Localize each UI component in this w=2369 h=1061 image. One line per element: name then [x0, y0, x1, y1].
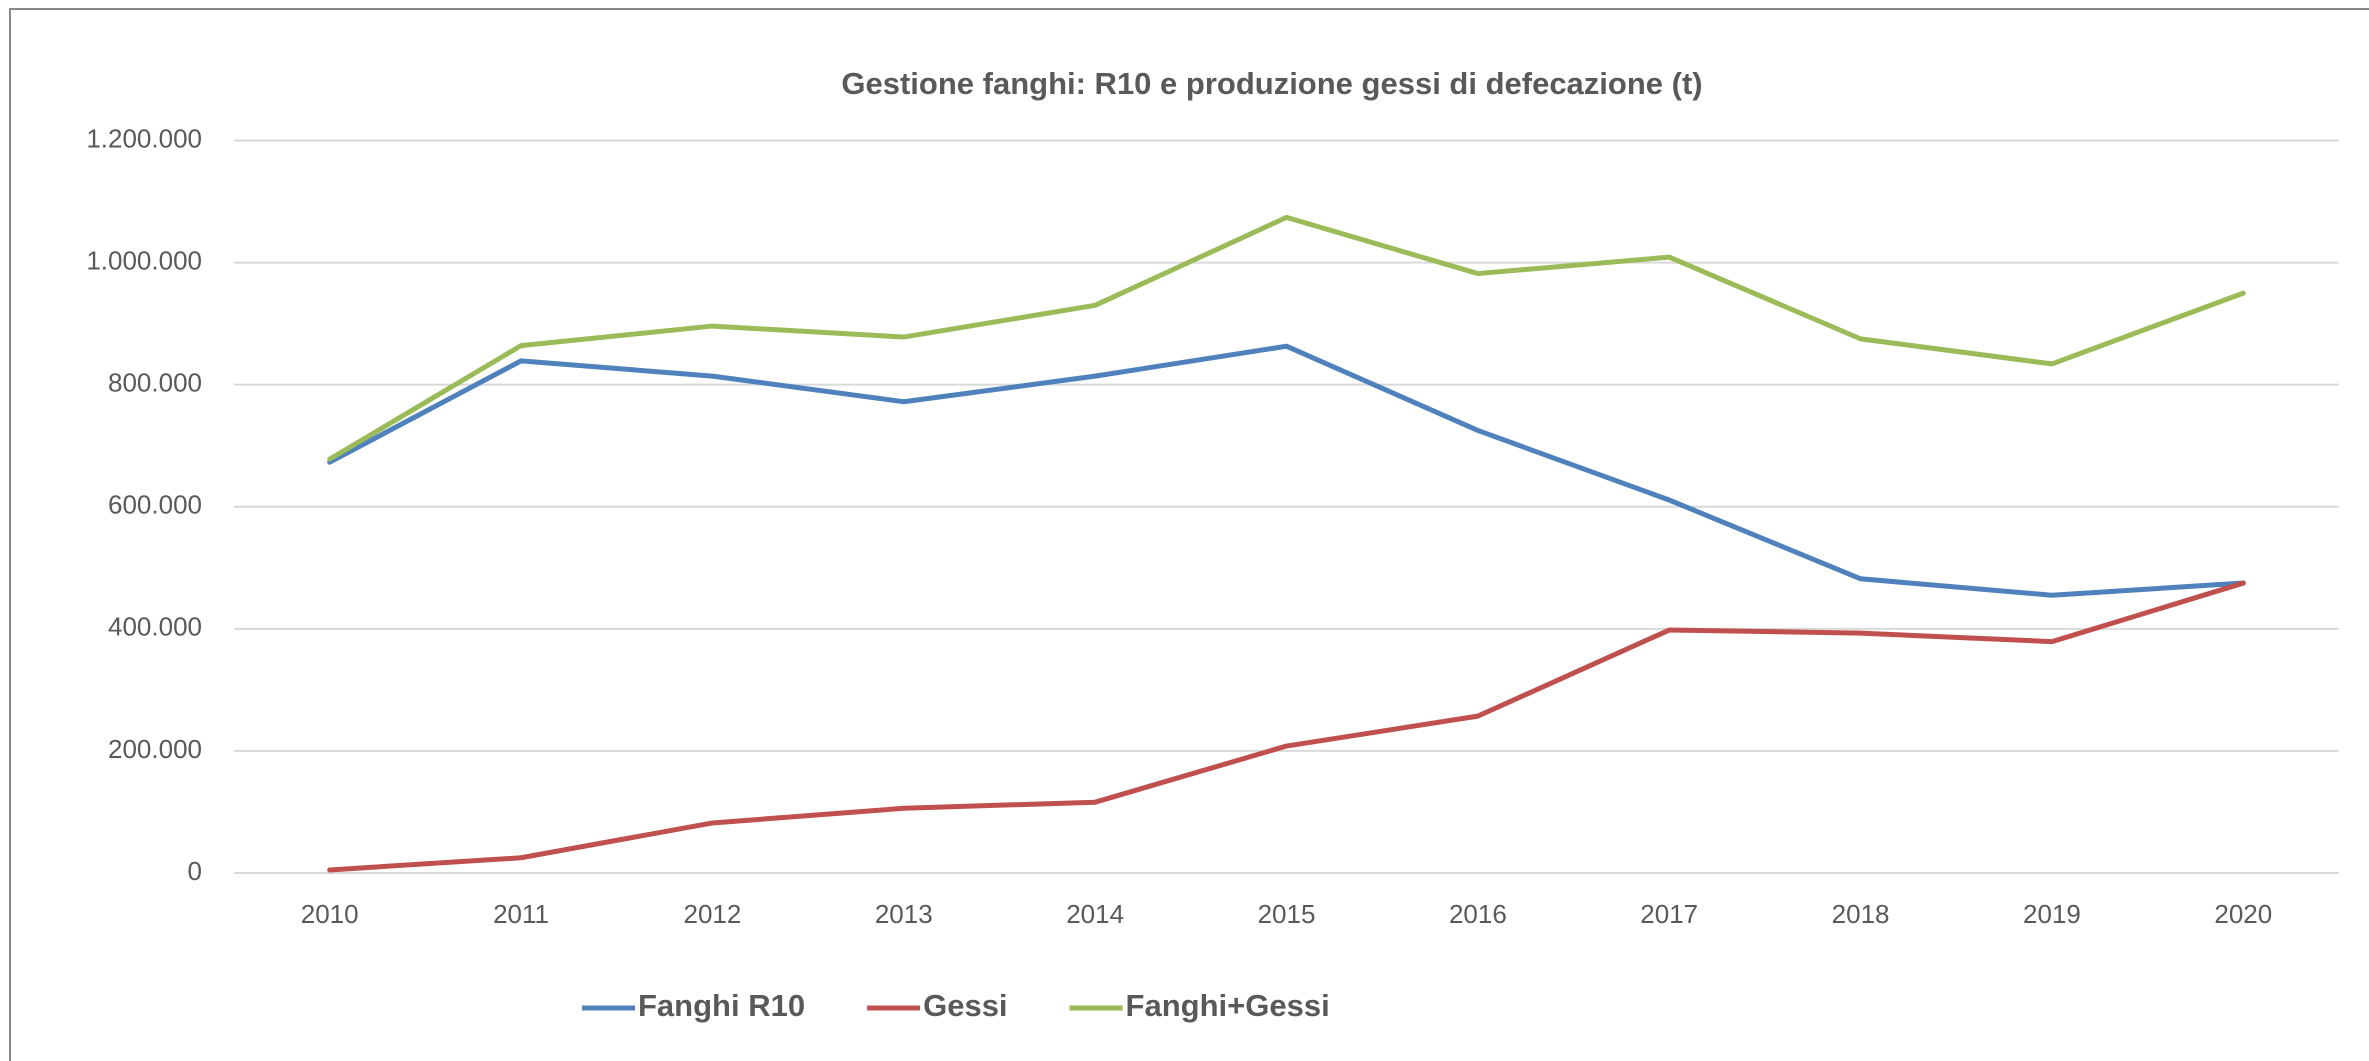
x-tick-label: 2017 [1640, 899, 1698, 929]
series-line [327, 580, 2246, 873]
y-tick-label: 800.000 [108, 368, 202, 398]
legend-label: Gessi [923, 988, 1007, 1023]
series-line [327, 343, 2246, 598]
x-tick-label: 2016 [1449, 899, 1507, 929]
chart-frame [9, 8, 2369, 1061]
x-tick-label: 2012 [683, 899, 741, 929]
chart-title: Gestione fanghi: R10 e produzione gessi … [841, 66, 1702, 101]
series-line [327, 214, 2246, 462]
legend-label: Fanghi+Gessi [1126, 988, 1330, 1023]
x-tick-label: 2011 [493, 899, 549, 929]
x-tick-label: 2018 [1832, 899, 1890, 929]
x-tick-label: 2015 [1258, 899, 1316, 929]
y-tick-label: 1.000.000 [86, 245, 202, 275]
y-tick-label: 400.000 [108, 612, 202, 642]
y-tick-label: 1.200.000 [86, 123, 202, 153]
x-tick-label: 2014 [1066, 899, 1124, 929]
y-tick-label: 200.000 [108, 734, 202, 764]
x-tick-label: 2013 [875, 899, 933, 929]
legend-label: Fanghi R10 [638, 988, 805, 1023]
x-tick-label: 2020 [2214, 899, 2272, 929]
x-tick-label: 2019 [2023, 899, 2081, 929]
x-tick-label: 2010 [301, 899, 359, 929]
y-tick-label: 0 [188, 856, 202, 886]
y-tick-label: 600.000 [108, 490, 202, 520]
